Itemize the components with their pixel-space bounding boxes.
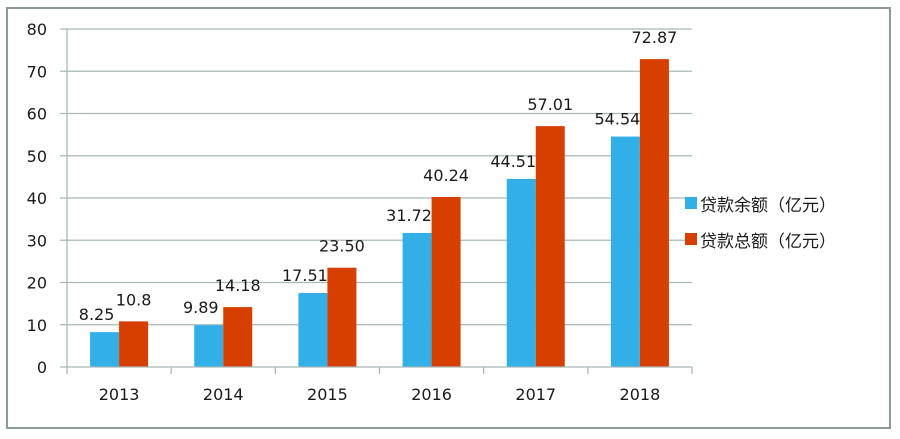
- legend-label-loan-balance: 贷款余额（亿元）: [700, 195, 836, 216]
- legend: 贷款余额（亿元） 贷款总额（亿元）: [685, 185, 836, 257]
- data-label: 72.87: [632, 28, 678, 47]
- axes: [60, 29, 693, 374]
- bar-loan-total: [327, 267, 357, 367]
- data-label: 9.89: [183, 298, 219, 317]
- data-label: 54.54: [595, 110, 641, 129]
- legend-swatch-loan-total: [685, 233, 697, 245]
- bar-loan-total: [535, 126, 565, 367]
- bar-loan-total: [639, 59, 669, 368]
- y-tick-label: 70: [27, 62, 47, 81]
- bars: [90, 59, 669, 368]
- y-tick-label: 80: [27, 20, 47, 39]
- y-tick-label: 30: [27, 231, 47, 250]
- bar-loan-balance: [90, 332, 120, 367]
- bar-loan-total: [223, 307, 253, 367]
- legend-label-loan-total: 贷款总额（亿元）: [700, 231, 836, 252]
- bar-loan-balance: [402, 232, 432, 367]
- legend-swatch-loan-balance: [685, 197, 697, 209]
- data-label: 23.50: [319, 237, 365, 256]
- y-tick-label: 10: [27, 316, 47, 335]
- data-label: 8.25: [79, 305, 115, 324]
- y-tick-label: 40: [27, 189, 47, 208]
- legend-item-loan-balance: 贷款余额（亿元）: [685, 185, 836, 221]
- x-tick-label: 2016: [411, 385, 452, 404]
- data-label: 14.18: [215, 276, 261, 295]
- x-tick-label: 2014: [203, 385, 244, 404]
- bar-loan-balance: [194, 325, 224, 367]
- y-tick-label: 0: [37, 358, 47, 377]
- bar-loan-balance: [506, 178, 536, 367]
- legend-item-loan-total: 贷款总额（亿元）: [685, 221, 836, 257]
- labels: 0 10 20 30 40 50 60 70 80 8.25 9.89 17.51 31.72 44.51…: [27, 20, 678, 404]
- data-label: 10.8: [116, 290, 152, 309]
- data-label: 31.72: [386, 206, 432, 225]
- y-tick-label: 60: [27, 105, 47, 124]
- bar-loan-total: [119, 321, 149, 367]
- data-label: 57.01: [527, 95, 573, 114]
- data-label: 40.24: [423, 166, 469, 185]
- x-tick-label: 2015: [307, 385, 348, 404]
- x-tick-label: 2018: [620, 385, 661, 404]
- y-tick-label: 50: [27, 147, 47, 166]
- x-tick-label: 2017: [515, 385, 556, 404]
- y-tick-label: 20: [27, 274, 47, 293]
- bar-loan-balance: [298, 293, 328, 367]
- data-label: 44.51: [490, 152, 536, 171]
- gridlines: [60, 28, 692, 326]
- x-tick-label: 2013: [99, 385, 140, 404]
- data-label: 17.51: [282, 266, 328, 285]
- bar-loan-total: [431, 196, 461, 367]
- bar-loan-balance: [610, 136, 640, 367]
